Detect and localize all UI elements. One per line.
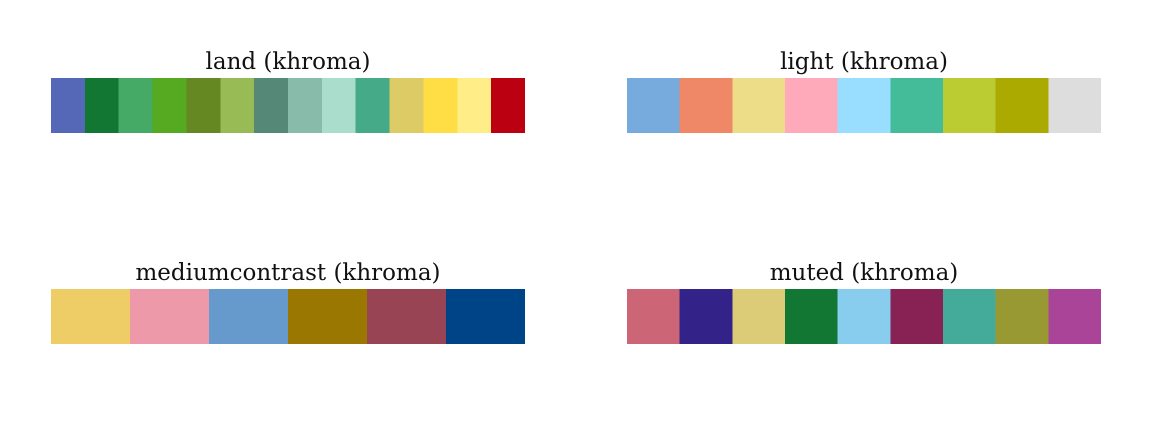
color-swatch: [457, 78, 492, 133]
color-swatch: [995, 289, 1049, 344]
color-swatch: [890, 289, 944, 344]
color-swatch: [288, 289, 368, 344]
color-swatch: [943, 78, 997, 133]
color-swatch: [491, 78, 525, 133]
color-swatch: [118, 78, 154, 133]
palette-title: land (khroma): [205, 49, 371, 75]
color-swatch: [367, 289, 447, 344]
color-swatch: [679, 78, 733, 133]
color-swatch: [837, 289, 891, 344]
color-swatch: [627, 78, 681, 133]
color-swatch: [837, 78, 891, 133]
color-swatch: [51, 289, 131, 344]
color-swatch: [321, 78, 357, 133]
color-swatch: [1048, 78, 1101, 133]
palette-title: light (khroma): [780, 49, 948, 75]
color-swatch: [84, 78, 120, 133]
color-swatch: [1048, 289, 1101, 344]
color-swatch: [943, 289, 997, 344]
color-swatch: [186, 78, 221, 133]
color-swatch: [627, 289, 681, 344]
color-swatch: [732, 289, 786, 344]
color-swatch: [995, 78, 1049, 133]
color-swatch: [732, 78, 786, 133]
palette-swatch-strip: [627, 289, 1101, 344]
palette-title: mediumcontrast (khroma): [135, 260, 441, 286]
color-swatch: [446, 289, 525, 344]
color-swatch: [355, 78, 391, 133]
color-swatch: [423, 78, 458, 133]
color-swatch: [51, 78, 86, 133]
color-swatch: [130, 289, 210, 344]
color-swatch: [679, 289, 733, 344]
color-swatch: [152, 78, 187, 133]
color-swatch: [389, 78, 424, 133]
palette-swatch-strip: [51, 78, 525, 133]
color-swatch: [785, 289, 839, 344]
color-swatch: [209, 289, 289, 344]
palette-title: muted (khroma): [769, 260, 959, 286]
color-swatch: [288, 78, 323, 133]
palette-swatch-strip: [51, 289, 525, 344]
color-swatch: [254, 78, 289, 133]
color-swatch: [220, 78, 255, 133]
color-swatch: [785, 78, 839, 133]
color-swatch: [890, 78, 944, 133]
palette-swatch-strip: [627, 78, 1101, 133]
